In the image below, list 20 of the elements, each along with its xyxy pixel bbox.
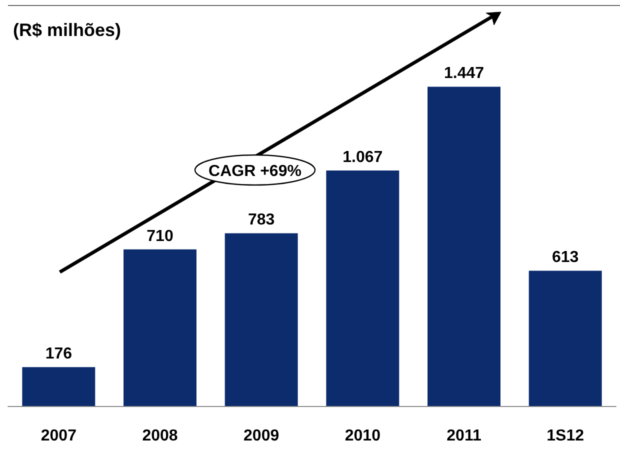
x-tick-label: 2008 [142, 428, 178, 444]
x-tick-label: 2007 [40, 428, 77, 444]
bar [224, 233, 298, 406]
x-tick-label: 2011 [446, 428, 482, 444]
data-label: 613 [552, 249, 579, 266]
bar [22, 367, 96, 406]
x-tick-label: 1S12 [546, 428, 584, 444]
bar [528, 270, 602, 406]
data-label: 176 [45, 346, 72, 363]
data-label: 783 [248, 212, 275, 229]
x-tick-label: 2010 [344, 428, 381, 444]
data-label: 1.067 [342, 149, 383, 166]
data-label: 1.447 [444, 65, 484, 82]
bar [326, 170, 400, 406]
y-axis-title: (R$ milhões) [13, 20, 122, 40]
bar [124, 249, 196, 406]
bar [428, 86, 500, 406]
data-label: 710 [146, 228, 174, 245]
annotation: CAGR +69% [208, 163, 302, 180]
x-tick-label: 2009 [244, 428, 280, 444]
